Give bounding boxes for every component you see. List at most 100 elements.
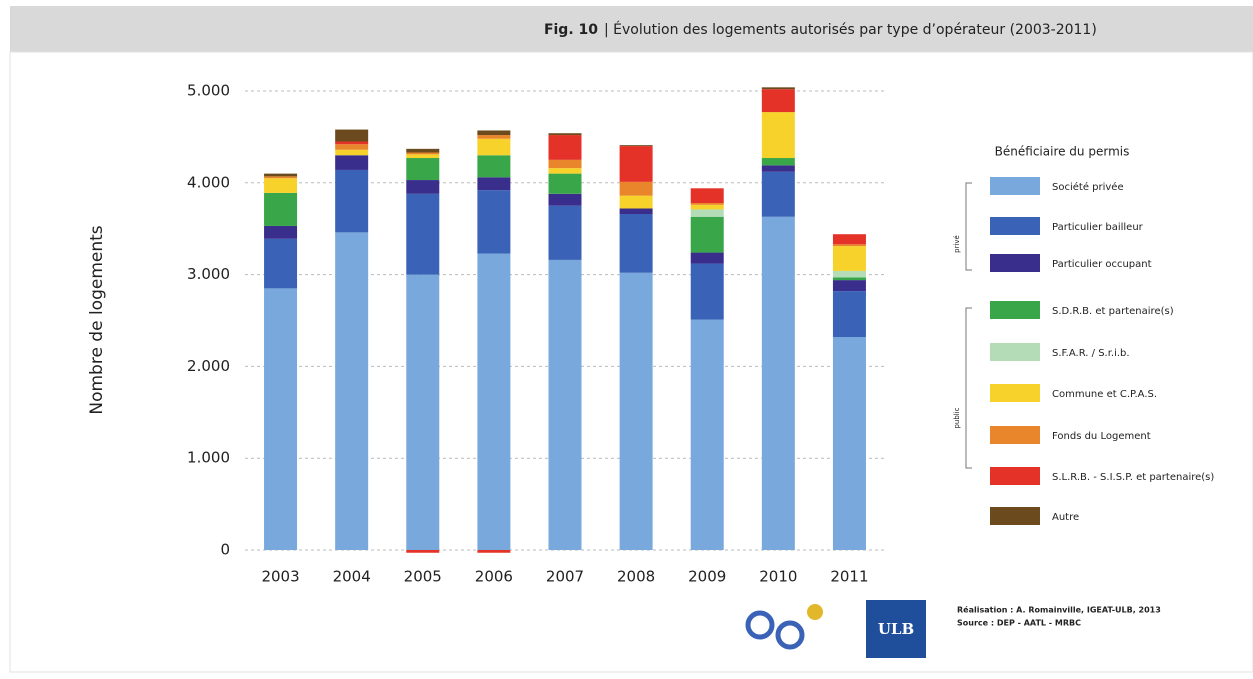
bar-segment <box>335 155 369 170</box>
bar-segment <box>761 165 795 172</box>
bar-segment <box>335 169 369 233</box>
bar-segment <box>264 178 298 193</box>
bar-segment <box>619 195 653 209</box>
bar-segment <box>548 173 582 194</box>
bar-segment <box>406 550 440 553</box>
bar-segment <box>832 291 866 338</box>
x-tick-label: 2009 <box>688 568 726 586</box>
chart-title: | Évolution des logements autorisés par … <box>604 21 1097 38</box>
bar-segment <box>477 550 511 553</box>
bar-segment <box>761 171 795 217</box>
legend-label: Particulier occupant <box>1052 259 1152 270</box>
credit: Source : DEP - AATL - MRBC <box>957 619 1081 628</box>
bar-segment <box>761 87 795 90</box>
legend-swatch <box>990 217 1040 235</box>
bar-segment <box>619 208 653 215</box>
bar-segment <box>264 176 298 179</box>
bar-segment <box>761 216 795 551</box>
bar-segment <box>832 270 866 278</box>
bar-segment <box>335 232 369 550</box>
bar-segment <box>264 238 298 289</box>
y-tick-label: 3.000 <box>187 265 230 283</box>
bar-segment <box>406 148 440 153</box>
x-tick-label: 2007 <box>546 568 584 586</box>
bar-segment <box>548 133 582 136</box>
legend-label: S.L.R.B. - S.I.S.P. et partenaire(s) <box>1052 472 1214 483</box>
bar-segment <box>406 193 440 275</box>
legend-swatch <box>990 507 1040 525</box>
legend-label: Autre <box>1052 512 1079 523</box>
bar-segment <box>690 204 724 210</box>
legend-swatch <box>990 426 1040 444</box>
legend-swatch <box>990 254 1040 272</box>
bar-segment <box>406 154 440 159</box>
bar-segment <box>477 155 511 178</box>
bar-segment <box>548 205 582 260</box>
bar-segment <box>619 146 653 182</box>
x-tick-label: 2010 <box>759 568 797 586</box>
x-tick-label: 2011 <box>830 568 868 586</box>
legend-swatch <box>990 467 1040 485</box>
y-tick-label: 1.000 <box>187 449 230 467</box>
bar-segment <box>335 149 369 156</box>
bar-segment <box>690 209 724 217</box>
bar-segment <box>477 253 511 550</box>
x-tick-label: 2003 <box>261 568 299 586</box>
bar-segment <box>832 277 866 281</box>
bar-segment <box>761 112 795 159</box>
bar-segment <box>406 180 440 194</box>
bracket <box>965 182 972 271</box>
bar-segment <box>832 337 866 550</box>
bar-segment <box>477 190 511 254</box>
bar-segment <box>690 188 724 203</box>
bracket <box>965 307 972 469</box>
legend-swatch <box>990 301 1040 319</box>
bar-segment <box>761 89 795 113</box>
bar-segment <box>477 138 511 156</box>
bar-segment <box>619 145 653 147</box>
logo-text: ULB <box>878 620 914 638</box>
bar-segment <box>335 141 369 145</box>
bar-segment <box>832 234 866 245</box>
bar-segment <box>832 280 866 292</box>
bar-segment <box>477 177 511 191</box>
bar-segment <box>406 152 440 155</box>
credit: Réalisation : A. Romainville, IGEAT-ULB,… <box>957 605 1161 615</box>
bar-segment <box>690 216 724 253</box>
bar-segment <box>264 173 298 177</box>
bar-segment <box>477 130 511 136</box>
y-axis-label: Nombre de logements <box>87 225 107 414</box>
figure-label: Fig. 10 <box>544 22 598 38</box>
bar-segment <box>832 246 866 271</box>
legend-group: privé <box>953 235 961 253</box>
x-tick-label: 2005 <box>404 568 442 586</box>
bar-segment <box>264 192 298 226</box>
bar-segment <box>264 225 298 239</box>
legend-label: S.D.R.B. et partenaire(s) <box>1052 306 1174 317</box>
bar-segment <box>406 274 440 550</box>
frame <box>9 51 1253 673</box>
bar-segment <box>548 159 582 169</box>
bar-segment <box>690 263 724 320</box>
bar-segment <box>690 252 724 264</box>
header-band <box>10 6 1253 52</box>
x-tick-label: 2006 <box>475 568 513 586</box>
bar-segment <box>690 202 724 205</box>
x-tick-label: 2004 <box>333 568 371 586</box>
legend-group: public <box>953 407 961 428</box>
bar-segment <box>832 244 866 247</box>
legend-swatch <box>990 343 1040 361</box>
bar-segment <box>406 158 440 181</box>
bar-segment <box>548 168 582 174</box>
bar-segment <box>548 259 582 550</box>
legend-label: Société privée <box>1052 181 1124 193</box>
bar-segment <box>690 319 724 550</box>
bar-segment <box>619 214 653 273</box>
x-tick-label: 2008 <box>617 568 655 586</box>
bar-segment <box>335 129 369 142</box>
logo <box>866 600 926 658</box>
legend-label: Fonds du Logement <box>1052 431 1151 442</box>
bar-segment <box>264 288 298 550</box>
bar-segment <box>548 193 582 206</box>
